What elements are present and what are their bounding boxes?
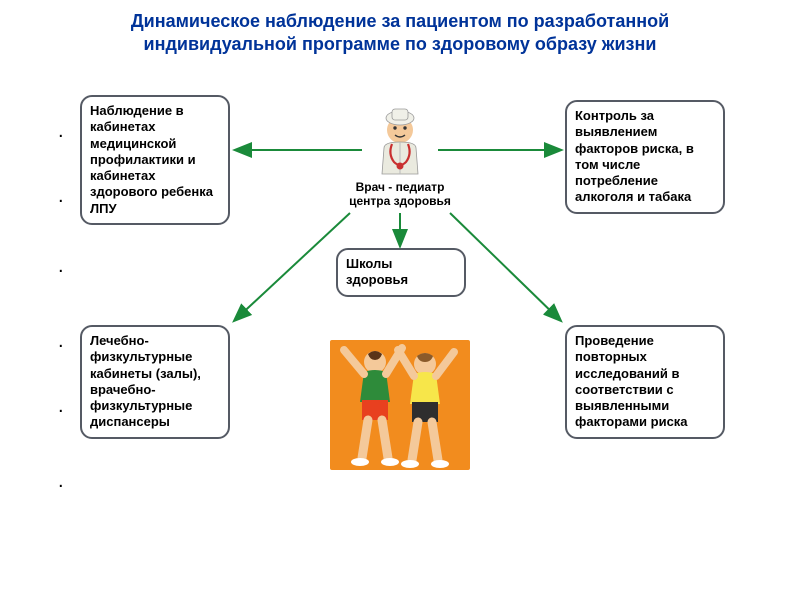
node-top-right: Контроль за выявлением факторов риска, в… (565, 100, 725, 214)
node-top-left: Наблюдение в кабинетах медицинской профи… (80, 95, 230, 225)
node-bottom-left: Лечебно-физкультурные кабинеты (залы), в… (80, 325, 230, 439)
node-center: Школы здоровья (336, 248, 466, 297)
bullet-dot: . (58, 395, 64, 418)
bullet-dot: . (58, 330, 64, 353)
node-bottom-right: Проведение повторных исследований в соот… (565, 325, 725, 439)
arrow-layer (0, 0, 800, 600)
center-label: Врач - педиатр центра здоровья (335, 180, 465, 209)
bullet-dot: . (58, 470, 64, 493)
page-title: Динамическое наблюдение за пациентом по … (80, 10, 720, 57)
bullet-dot: . (58, 185, 64, 208)
bullet-dot: . (58, 255, 64, 278)
doctor-icon (370, 108, 430, 176)
bullet-dot: . (58, 120, 64, 143)
exercise-image (320, 320, 480, 480)
